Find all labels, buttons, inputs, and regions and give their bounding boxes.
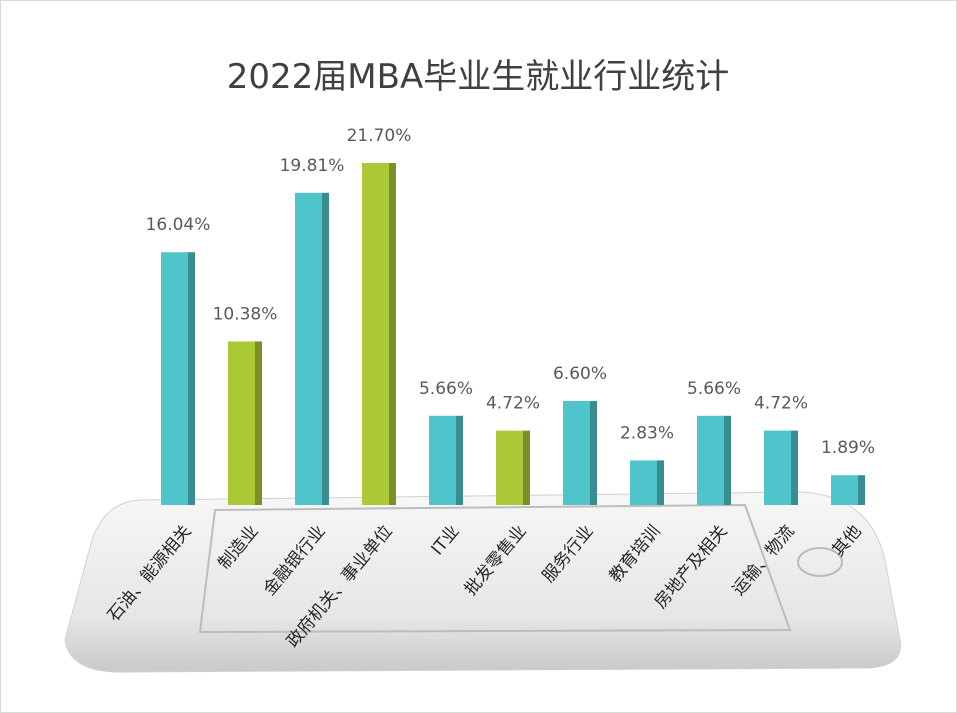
chart-title: 2022届MBA毕业生就业行业统计 [227,57,729,97]
bar [429,416,463,505]
bar [161,252,195,505]
value-label: 6.60% [553,364,607,384]
value-label: 19.81% [280,156,345,176]
bar [831,475,865,505]
bar [764,431,798,505]
bar [697,416,731,505]
value-label: 21.70% [347,126,412,146]
value-label: 4.72% [754,394,808,414]
bar [496,431,530,505]
value-label: 16.04% [146,215,211,235]
bar [362,163,396,505]
value-label: 5.66% [419,379,473,399]
value-label: 2.83% [620,423,674,443]
bar [630,460,664,505]
value-label: 4.72% [486,394,540,414]
value-label: 1.89% [821,438,875,458]
chart: 2022届MBA毕业生就业行业统计 16.04%石油、能源相关10.38%制造业… [0,0,957,713]
value-label: 10.38% [213,304,278,324]
bar [563,401,597,505]
value-label: 5.66% [687,379,741,399]
bar [228,341,262,505]
bar [295,193,329,505]
